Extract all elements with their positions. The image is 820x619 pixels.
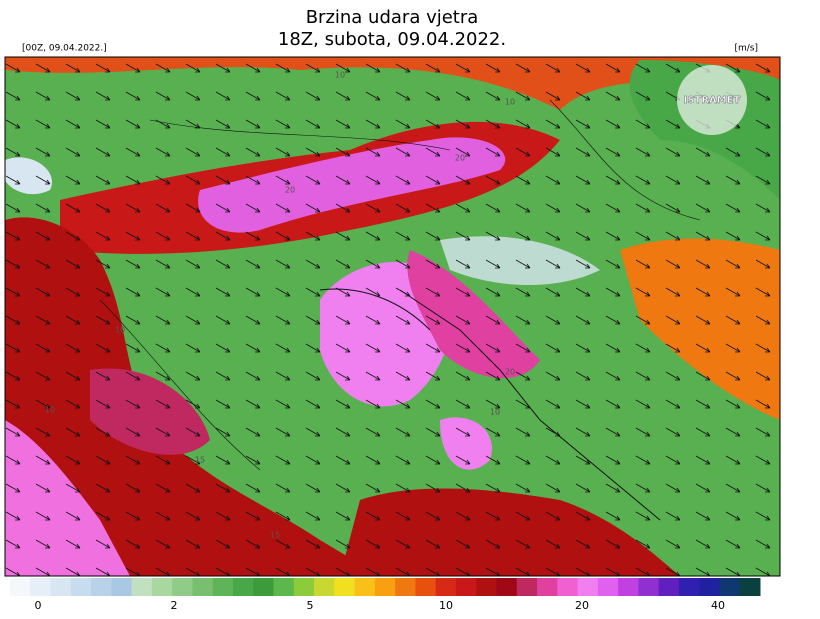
- contour-labels: 10 20 10 10 15 20 10 15 10 20: [45, 71, 515, 540]
- colorbar-swatch: [354, 578, 376, 596]
- wind-arrows: [5, 57, 780, 576]
- colorbar-swatch: [131, 578, 153, 596]
- unit-label: [m/s]: [734, 44, 758, 54]
- subtitle: 18Z, subota, 09.04.2022.: [278, 29, 506, 50]
- colorbar-swatch: [435, 578, 457, 596]
- colorbar-swatch: [293, 578, 315, 596]
- contour-label: 10: [490, 408, 500, 417]
- logo-text: ISTRAMET: [684, 95, 741, 106]
- colorbar-swatch: [678, 578, 700, 596]
- colorbar-tick-label: 2: [171, 599, 178, 612]
- colorbar-swatch: [557, 578, 579, 596]
- colorbar-swatch: [30, 578, 52, 596]
- colorbar-swatch: [395, 578, 416, 596]
- colorbar-swatch: [10, 578, 31, 596]
- colorbar-tick-label: 5: [307, 599, 314, 612]
- colorbar-swatch: [577, 578, 599, 596]
- colorbar: 0 2 5 10 20 40: [10, 578, 761, 612]
- colorbar-swatch: [415, 578, 437, 596]
- map-field: 10 20 10 10 15 20 10 15 10 20: [5, 57, 780, 576]
- colorbar-swatch: [192, 578, 214, 596]
- colorbar-swatch: [172, 578, 193, 596]
- colorbar-swatch: [597, 578, 619, 596]
- title: Brzina udara vjetra: [306, 7, 479, 28]
- colorbar-swatch: [537, 578, 558, 596]
- colorbar-swatch: [374, 578, 396, 596]
- logo-circle: [677, 65, 747, 135]
- colorbar-swatch: [151, 578, 173, 596]
- colorbar-swatch: [273, 578, 295, 596]
- contour-label: 15: [195, 456, 205, 465]
- contour-label: 10: [115, 326, 125, 335]
- colorbar-swatch: [50, 578, 72, 596]
- colorbar-swatch: [455, 578, 477, 596]
- colorbar-swatch: [516, 578, 538, 596]
- contour-label: 20: [505, 368, 515, 377]
- colorbar-swatch: [496, 578, 518, 596]
- run-label: [00Z, 09.04.2022.]: [22, 44, 107, 54]
- colorbar-swatch: [739, 578, 761, 596]
- contour-label: 15: [270, 531, 280, 540]
- colorbar-swatch: [212, 578, 234, 596]
- contour-label: 20: [285, 186, 295, 195]
- colorbar-swatch: [314, 578, 335, 596]
- colorbar-swatch: [70, 578, 92, 596]
- colorbar-tick-label: 0: [35, 599, 42, 612]
- colorbar-swatch: [334, 578, 356, 596]
- colorbar-swatch: [232, 578, 254, 596]
- colorbar-tick-label: 20: [575, 599, 589, 612]
- colorbar-swatch: [658, 578, 680, 596]
- colorbar-swatch: [476, 578, 497, 596]
- contour-label: 10: [45, 406, 55, 415]
- contour-label: 10: [505, 98, 515, 107]
- colorbar-swatch: [253, 578, 275, 596]
- colorbar-swatch: [618, 578, 639, 596]
- colorbar-swatch: [111, 578, 133, 596]
- colorbar-tick-label: 10: [439, 599, 453, 612]
- colorbar-swatch: [719, 578, 741, 596]
- colorbar-swatch: [638, 578, 660, 596]
- contour-label: 20: [455, 154, 465, 163]
- colorbar-swatch: [699, 578, 720, 596]
- map-frame: [4, 56, 781, 577]
- colorbar-tick-label: 40: [711, 599, 725, 612]
- logo: ISTRAMET: [677, 65, 747, 135]
- contour-label: 10: [335, 71, 345, 80]
- colorbar-swatch: [91, 578, 112, 596]
